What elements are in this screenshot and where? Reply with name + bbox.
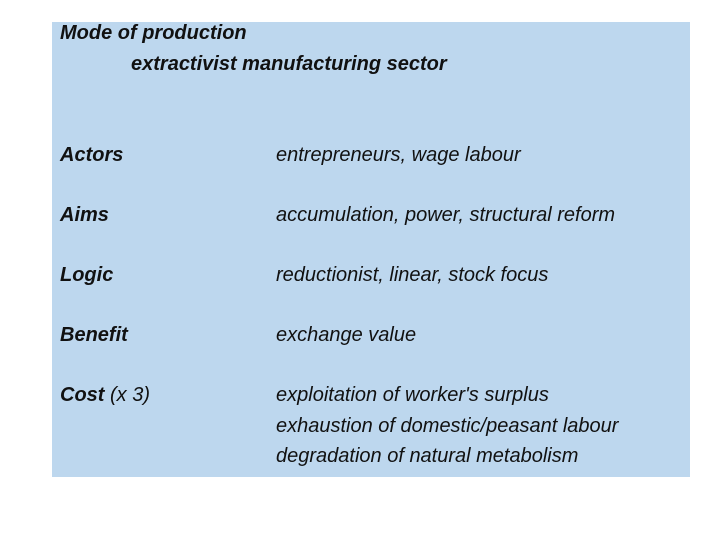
row-label-group: Actors [60,140,123,170]
row-label: Aims [60,204,109,226]
row-label: Cost [60,384,105,406]
row-label-group: Logic [60,260,113,290]
row-value: entrepreneurs, wage labour [276,144,521,166]
row-value: accumulation, power, structural reform [276,204,616,226]
row-label: Actors [60,144,124,166]
row-value: exploitation of worker's surplus [276,384,549,406]
subtitle: extractivist manufacturing sector [131,53,447,75]
row-label: Benefit [60,324,128,346]
row-value: exchange value [276,324,417,346]
row-value: exhaustion of domestic/peasant labour [276,414,619,437]
title: Mode of production [60,22,247,44]
row-value: degradation of natural metabolism [276,445,579,467]
row-label: Logic [60,264,114,286]
row-label-group: Benefit [60,320,128,350]
row-label-group: Cost (x 3) [60,380,150,410]
panel [52,22,690,477]
row-label-group: Aims [60,200,109,230]
row-note: (x 3) [110,384,151,406]
row-value: reductionist, linear, stock focus [276,264,549,286]
